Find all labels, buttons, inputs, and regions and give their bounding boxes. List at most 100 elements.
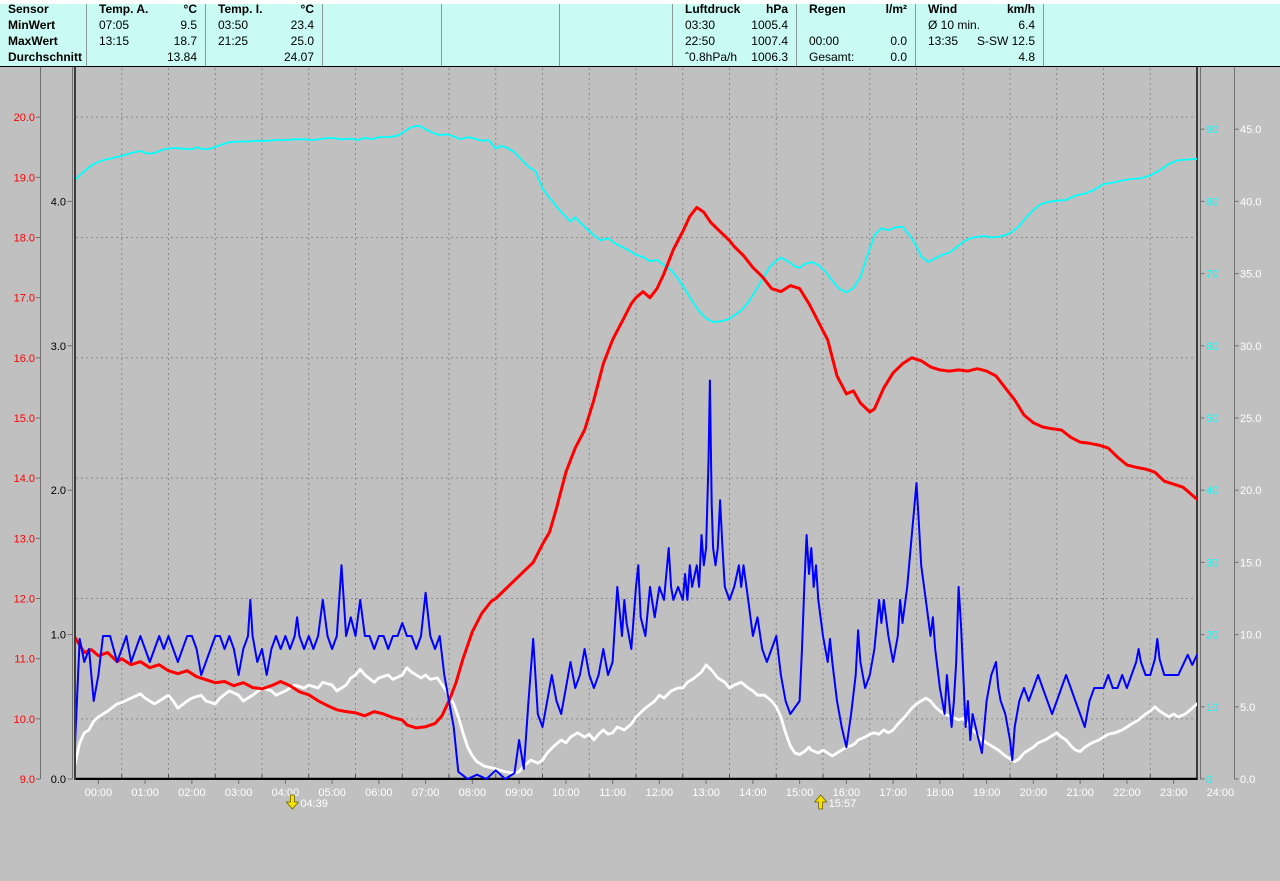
- table-row-label: MinWert: [8, 18, 56, 32]
- table-column-divider: [672, 1, 673, 66]
- temp-axis-tick-label: 11.0: [14, 654, 35, 666]
- rain-axis-tick-label: 4.0: [51, 196, 66, 208]
- x-axis-tick-label: 23:00: [1160, 787, 1188, 799]
- x-axis-tick-label: 11:00: [599, 787, 626, 799]
- x-axis-tick-label: 17:00: [879, 787, 907, 799]
- rain-axis-tick-label: 2.0: [51, 485, 66, 497]
- table-value-time: ˆ0.8hPa/h: [685, 50, 738, 64]
- temp-axis-tick-label: 10.0: [14, 714, 35, 726]
- x-axis-tick-label: 22:00: [1113, 787, 1141, 799]
- table-column-header: Temp. A.: [99, 2, 149, 16]
- humidity-axis-tick-label: 10: [1206, 702, 1218, 714]
- table-value: 18.7: [173, 34, 197, 48]
- table-column-divider: [915, 1, 916, 66]
- x-axis-tick-label: 02:00: [178, 787, 206, 799]
- humidity-axis-tick-label: 30: [1206, 557, 1218, 569]
- temp-axis-tick-label: 13.0: [14, 533, 35, 545]
- x-axis-tick-label: 07:00: [412, 787, 440, 799]
- weather-chart-plot-area[interactable]: 21.020.019.018.017.016.015.014.013.012.0…: [0, 0, 1280, 810]
- table-value: 13.84: [166, 50, 197, 64]
- table-row-label: Sensor: [8, 2, 49, 16]
- x-axis-tick-label: 14:00: [739, 787, 767, 799]
- time-marker-1557: 15:57: [813, 794, 857, 810]
- table-column-divider: [205, 1, 206, 66]
- x-axis-tick-label: 04:00: [272, 787, 300, 799]
- bottom-strip: [0, 0, 1280, 4]
- humidity-axis: 1009080706050403020100: [1200, 52, 1224, 786]
- table-value-time: 03:30: [685, 18, 716, 32]
- table-value: 24.07: [283, 50, 314, 64]
- rain-axis-tick-label: 1.0: [51, 630, 66, 642]
- wind-axis-tick-label: 25.0: [1240, 413, 1261, 425]
- down-arrow-marker-icon: [285, 794, 300, 810]
- temp-axis-tick-label: 15.0: [14, 413, 35, 425]
- x-axis-tick-label: 20:00: [1020, 787, 1048, 799]
- temp-axis-tick-label: 14.0: [14, 473, 35, 485]
- wind-axis: 50.045.040.035.030.025.020.015.010.05.00…: [1234, 52, 1261, 786]
- series-temp_a-line: [76, 205, 1197, 730]
- x-axis-tick-label: 21:00: [1066, 787, 1094, 799]
- table-value: 0.0: [890, 34, 907, 48]
- rain-axis-tick-label: 3.0: [51, 341, 66, 353]
- humidity-axis-tick-label: 20: [1206, 630, 1218, 642]
- humidity-axis-tick-label: 60: [1206, 341, 1218, 353]
- series-wind-line: [76, 663, 1197, 775]
- table-column-unit: l/m²: [885, 2, 907, 16]
- table-value: 1005.4: [751, 18, 788, 32]
- x-axis-tick-label: 16:00: [833, 787, 861, 799]
- table-value: 1006.3: [751, 50, 788, 64]
- humidity-axis-tick-label: 70: [1206, 269, 1218, 281]
- temp-axis: 21.020.019.018.017.016.015.014.013.012.0…: [14, 52, 41, 786]
- temp-axis-tick-label: 16.0: [14, 353, 35, 365]
- wind-axis-tick-label: 30.0: [1240, 341, 1261, 353]
- wind-axis-tick-label: 15.0: [1240, 557, 1261, 569]
- temp-axis-tick-label: 19.0: [14, 172, 35, 184]
- x-axis-tick-label: 18:00: [926, 787, 954, 799]
- table-column-divider: [1043, 1, 1044, 66]
- time-marker-label: 04:39: [300, 798, 328, 810]
- table-column-header: Wind: [928, 2, 958, 16]
- table-column-unit: °C: [300, 2, 314, 16]
- time-marker-0439: 04:39: [285, 794, 328, 810]
- table-column-divider: [796, 1, 797, 66]
- x-axis-tick-label: 19:00: [973, 787, 1001, 799]
- temp-axis-tick-label: 12.0: [14, 594, 35, 606]
- table-column-divider: [441, 1, 442, 66]
- x-axis-tick-label: 08:00: [459, 787, 487, 799]
- table-column-unit: hPa: [765, 2, 788, 16]
- humidity-axis-tick-label: 40: [1206, 485, 1218, 497]
- summary-table: Sensor MinWert MaxWert Durchschnitt Temp. A.…: [0, 0, 1280, 67]
- table-column-header: Regen: [809, 2, 846, 16]
- table-value-time: 22:50: [685, 34, 716, 48]
- x-axis-tick-label: 15:00: [786, 787, 814, 799]
- table-column-unit: km/h: [1006, 2, 1035, 16]
- x-axis-tick-label: 06:00: [365, 787, 393, 799]
- time-marker-label: 15:57: [829, 798, 857, 810]
- table-value: 1007.4: [751, 34, 788, 48]
- wind-axis-tick-label: 0.0: [1240, 774, 1255, 786]
- humidity-axis-tick-label: 50: [1206, 413, 1218, 425]
- x-axis-tick-label: 12:00: [646, 787, 674, 799]
- table-value-time: Ø 10 min.: [928, 18, 981, 32]
- table-column-divider: [322, 1, 323, 66]
- x-axis-tick-label: 09:00: [505, 787, 533, 799]
- wind-axis-tick-label: 40.0: [1240, 196, 1261, 208]
- wind-axis-tick-label: 5.0: [1240, 702, 1255, 714]
- x-axis-tick-label: 03:00: [225, 787, 253, 799]
- temp-axis-tick-label: 20.0: [14, 112, 35, 124]
- series-windboeen-line: [76, 379, 1197, 780]
- rain-axis-tick-label: 0.0: [51, 774, 66, 786]
- x-axis-tick-label: 10:00: [552, 787, 580, 799]
- temp-axis-tick-label: 18.0: [14, 233, 35, 245]
- humidity-axis-tick-label: 90: [1206, 124, 1218, 136]
- table-row-label: MaxWert: [8, 34, 58, 48]
- rain-axis: 5.04.03.02.01.00.0: [51, 52, 73, 786]
- temp-axis-tick-label: 17.0: [14, 293, 35, 305]
- table-column-header: Luftdruck: [685, 2, 741, 16]
- table-column-unit: °C: [183, 2, 197, 16]
- x-axis-tick-label: 00:00: [85, 787, 113, 799]
- table-value-time: 21:25: [218, 34, 249, 48]
- x-axis-tick-label: 05:00: [318, 787, 346, 799]
- table-column-divider: [559, 1, 560, 66]
- x-axis-tick-label: 13:00: [692, 787, 720, 799]
